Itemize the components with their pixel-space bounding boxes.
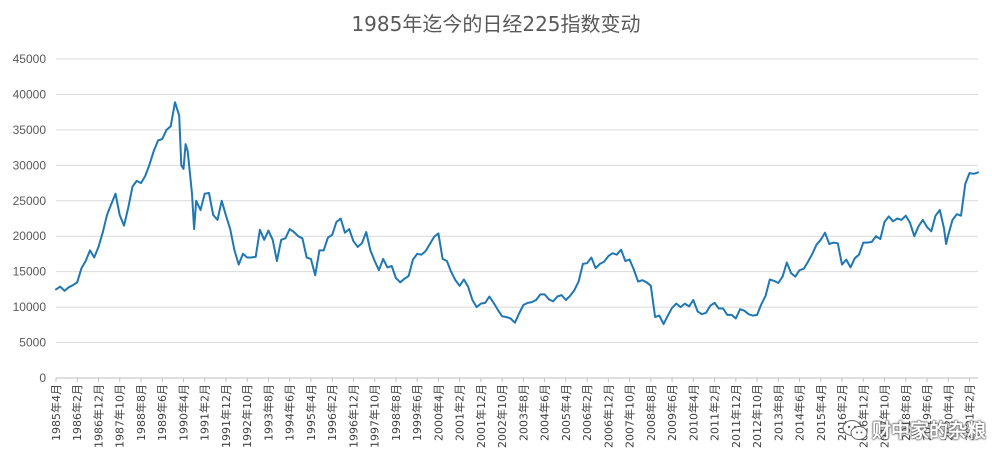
y-tick-label: 0: [39, 371, 46, 385]
y-tick-label: 30000: [13, 158, 47, 172]
x-tick-label: 1986年2月: [70, 384, 84, 441]
x-tick-label: 1992年10月: [240, 384, 254, 448]
x-tick-label: 2004年6月: [538, 384, 552, 441]
x-tick-label: 2006年2月: [580, 384, 594, 441]
y-tick-label: 25000: [13, 194, 47, 208]
x-tick-label: 1990年4月: [176, 384, 190, 441]
y-tick-label: 5000: [19, 336, 46, 350]
x-tick-label: 2002年10月: [495, 384, 509, 448]
x-tick-label: 2019年6月: [920, 384, 934, 441]
y-tick-label: 45000: [13, 52, 47, 66]
x-tick-label: 2005年4月: [559, 384, 573, 441]
x-tick-label: 2006年12月: [601, 384, 615, 448]
y-tick-label: 20000: [13, 229, 47, 243]
y-tick-label: 15000: [13, 265, 47, 279]
x-tick-label: 2014年6月: [793, 384, 807, 441]
x-tick-label: 1993年8月: [261, 384, 275, 441]
watermark-text: 财中家的杂粮: [871, 420, 986, 442]
x-tick-label: 2003年8月: [516, 384, 530, 441]
series-layer: [55, 101, 979, 326]
x-tick-label: 1994年6月: [283, 384, 297, 441]
watermark: 财中家的杂粮: [842, 416, 986, 443]
x-tick-label: 2021年2月: [963, 384, 977, 441]
y-tick-label: 40000: [13, 87, 47, 101]
x-tick-label: 1991年12月: [219, 384, 233, 448]
x-axis: 1985年4月 1986年2月 1986年12月 1987年10月 1988年8月 198…: [49, 378, 977, 448]
x-tick-label: 2017年10月: [878, 384, 892, 448]
x-tick-label: 1988年8月: [134, 384, 148, 441]
x-tick-label: 2001年2月: [453, 384, 467, 441]
x-tick-label: 2012年10月: [750, 384, 764, 448]
wechat-icon: [842, 419, 868, 440]
x-tick-label: 1985年4月: [49, 384, 63, 441]
chart-title: 1985年迄今的日经225指数变动: [351, 12, 640, 36]
x-tick-label: 2015年4月: [814, 384, 828, 441]
x-tick-label: 1999年6月: [410, 384, 424, 441]
x-tick-label: 1998年8月: [389, 384, 403, 441]
x-tick-label: 2010年4月: [686, 384, 700, 441]
x-tick-label: 1991年2月: [198, 384, 212, 441]
y-axis: 0 5000 10000 15000 20000 25000 30000 35000 40000…: [13, 52, 47, 385]
x-tick-label: 2011年12月: [729, 384, 743, 448]
x-tick-label: 1987年10月: [113, 384, 127, 448]
x-tick-label: 1995年4月: [304, 384, 318, 441]
x-tick-label: 2011年2月: [708, 384, 722, 441]
series-line: [55, 101, 979, 326]
x-tick-label: 2001年12月: [474, 384, 488, 448]
x-tick-label: 1989年6月: [155, 384, 169, 441]
x-tick-label: 2020年4月: [941, 384, 955, 441]
y-tick-label: 10000: [13, 300, 47, 314]
y-tick-label: 35000: [13, 123, 47, 137]
x-tick-label: 1996年12月: [346, 384, 360, 448]
x-tick-label: 2013年8月: [771, 384, 785, 441]
x-tick-label: 2009年6月: [665, 384, 679, 441]
x-tick-label: 2000年4月: [431, 384, 445, 441]
x-tick-label: 2018年8月: [899, 384, 913, 441]
x-tick-label: 1986年12月: [91, 384, 105, 448]
x-tick-label: 2007年10月: [623, 384, 637, 448]
x-tick-label: 1997年10月: [368, 384, 382, 448]
x-tick-label: 1996年2月: [325, 384, 339, 441]
x-tick-label: 2008年8月: [644, 384, 658, 441]
